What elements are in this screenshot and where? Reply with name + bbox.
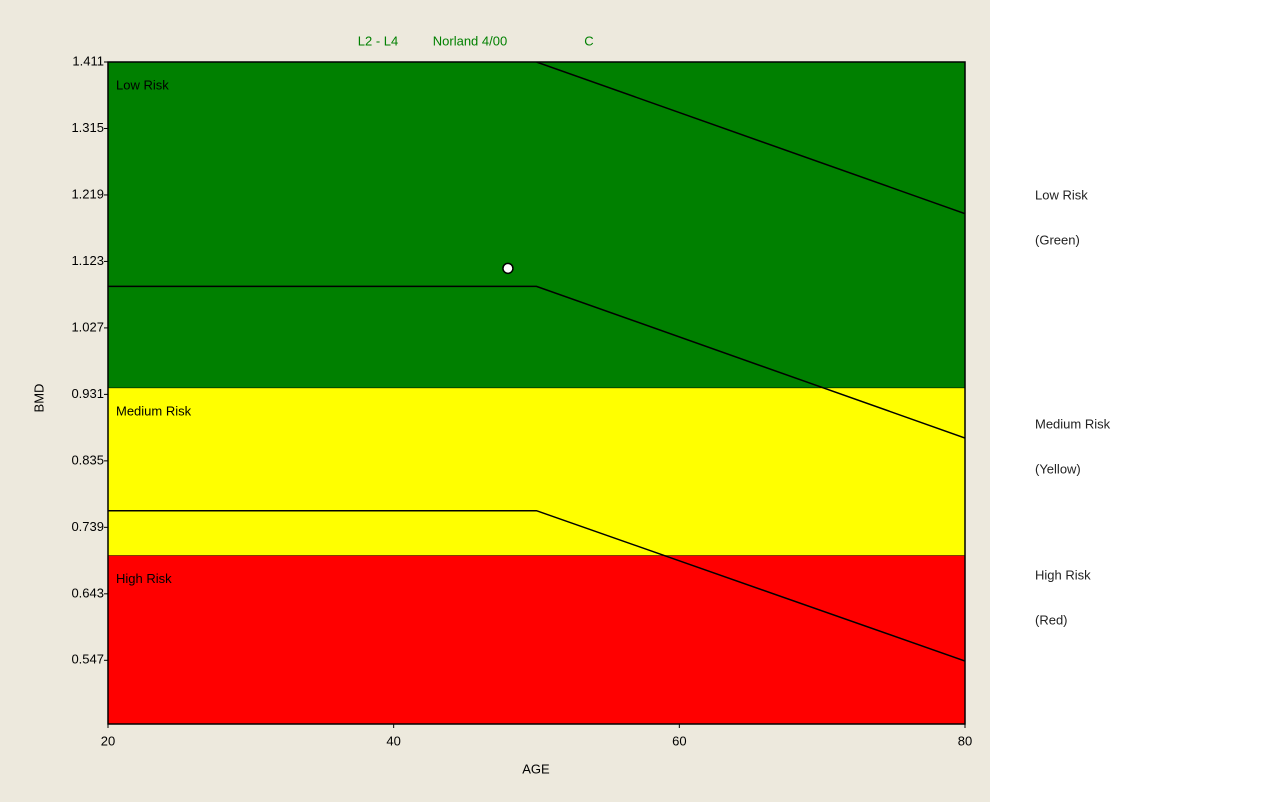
chart-title: L2 - L4 (358, 33, 398, 48)
side-label: Medium Risk (1035, 416, 1111, 431)
x-axis-label: AGE (522, 761, 550, 776)
risk-zone (108, 62, 965, 389)
y-tick-label: 0.739 (71, 519, 104, 534)
y-tick-label: 0.643 (71, 585, 104, 600)
zone-label: High Risk (116, 571, 172, 586)
side-label: Low Risk (1035, 187, 1088, 202)
chart-title: Norland 4/00 (433, 33, 507, 48)
zone-label: Medium Risk (116, 404, 192, 419)
reference-line (108, 285, 965, 439)
risk-zone (108, 555, 965, 724)
x-tick-label: 40 (386, 733, 400, 748)
risk-zone (108, 388, 965, 556)
reference-line (536, 62, 965, 215)
x-tick-label: 20 (101, 733, 115, 748)
side-label: (Red) (1035, 612, 1068, 627)
patient-point (502, 262, 514, 275)
y-tick-label: 1.411 (72, 53, 104, 68)
zone-label: Low Risk (116, 77, 169, 92)
y-tick-label: 0.835 (71, 452, 104, 467)
plot-area (108, 62, 965, 724)
y-tick-label: 1.027 (71, 319, 104, 334)
y-tick-label: 1.123 (71, 253, 104, 268)
plot-border (107, 61, 966, 725)
x-tick-label: 60 (672, 733, 686, 748)
side-label: High Risk (1035, 567, 1091, 582)
side-label: (Green) (1035, 232, 1080, 247)
y-axis-label: BMD (31, 384, 46, 413)
y-tick-label: 1.315 (71, 120, 104, 135)
y-tick-label: 1.219 (71, 186, 104, 201)
side-label: (Yellow) (1035, 461, 1081, 476)
reference-line (108, 509, 965, 662)
chart-title: C (584, 33, 593, 48)
y-tick-label: 0.931 (71, 386, 104, 401)
x-tick-label: 80 (958, 733, 972, 748)
y-tick-label: 0.547 (71, 652, 104, 667)
